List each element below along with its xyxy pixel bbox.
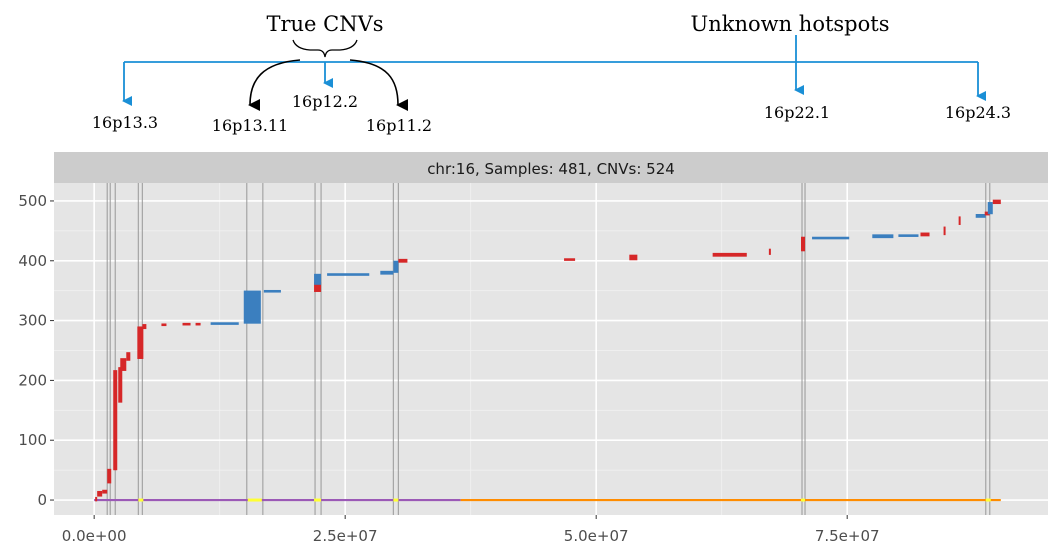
duplication-segment [210,322,239,325]
annotation-layer: True CNVs Unknown hotspots 16p13.3 16p13… [92,12,1011,135]
label-16p11-2: 16p11.2 [366,116,432,135]
cnv-chart: chr:16, Samples: 481, CNVs: 524 0 100 200 3… [18,152,1048,545]
y-tick-label: 300 [18,312,47,330]
y-tick-label: 200 [18,371,47,389]
duplication-segment [393,260,399,273]
label-16p13-3: 16p13.3 [92,113,158,132]
deletion-segment [984,211,990,216]
true-cnvs-brace [292,39,358,58]
deletion-segment [712,252,747,257]
panel-strip-title: chr:16, Samples: 481, CNVs: 524 [427,160,675,178]
duplication-segment [314,273,322,285]
arrow-16p13-11 [248,59,301,112]
duplication-segment [898,234,919,237]
label-16p12-2: 16p12.2 [292,92,358,111]
deletion-segment [920,232,930,237]
duplication-segment [987,202,993,215]
deletion-segment [195,322,201,326]
deletion-segment [314,282,322,292]
deletion-segment [113,370,118,471]
deletion-segment [95,496,98,502]
duplication-segment [263,289,281,293]
y-tick-label: 500 [18,192,47,210]
duplication-segment [243,290,261,324]
y-tick-label: 400 [18,252,47,270]
duplication-segment [380,270,394,275]
deletion-segment [102,489,108,494]
deletion-segment [107,468,112,484]
label-16p13-11: 16p13.11 [212,116,288,135]
deletion-segment [992,199,1001,205]
deletion-segment [768,248,771,255]
unknown-hotspots-label: Unknown hotspots [691,12,890,36]
arrow-16p11-2 [349,59,409,111]
deletion-segment [118,367,123,403]
panel-strip [54,152,1048,183]
y-tick-label: 100 [18,431,47,449]
hotspot-lines [106,183,991,515]
label-16p22-1: 16p22.1 [764,103,830,122]
deletion-segment [398,258,408,263]
deletion-segment [564,258,576,261]
y-tick-label: 0 [37,491,47,509]
duplication-segment [327,273,370,276]
cnv-segments [95,199,1001,502]
x-tick-label: 0.0e+00 [62,527,127,545]
deletion-segment [943,226,946,236]
true-cnvs-label: True CNVs [266,12,383,36]
x-tick-label: 5.0e+07 [564,527,629,545]
axes: 0 100 200 300 400 500 0.0e+00 2.5e+07 5.0e+07 7.5… [18,192,879,545]
duplication-segment [812,236,850,240]
duplication-segment [975,214,986,218]
label-16p24-3: 16p24.3 [945,103,1011,122]
plot-panel [54,183,1048,515]
deletion-segment [161,323,167,327]
deletion-segment [126,352,131,361]
deletion-segment [629,254,638,261]
deletion-segment [97,490,103,497]
deletion-segment [137,326,144,359]
deletion-segment [958,216,961,225]
deletion-segment [801,236,806,252]
deletion-segment [142,324,147,330]
x-tick-label: 7.5e+07 [815,527,880,545]
deletion-segment [120,358,127,371]
duplication-segment [872,234,894,239]
deletion-segment [182,322,191,326]
x-tick-label: 2.5e+07 [313,527,378,545]
